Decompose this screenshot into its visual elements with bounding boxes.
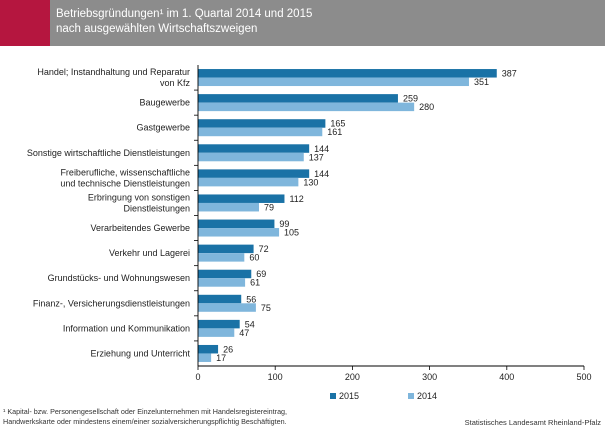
- value-label: 26: [223, 344, 233, 354]
- bar-2014: [198, 303, 256, 312]
- footnote-line-2: Handwerkskarte oder mindestens einem/ein…: [3, 417, 287, 426]
- bar-2015: [198, 294, 242, 304]
- value-label: 105: [284, 228, 299, 238]
- footnote: ¹ Kapital- bzw. Personengesellschaft ode…: [3, 407, 403, 427]
- bar-2015: [198, 69, 497, 78]
- bar-2015: [198, 344, 219, 354]
- category-label: Verkehr und Lagerei: [109, 248, 190, 258]
- chart-title: Betriebsgründungen¹ im 1. Quartal 2014 u…: [56, 7, 312, 37]
- footnote-line-1: ¹ Kapital- bzw. Personengesellschaft ode…: [3, 407, 288, 416]
- accent-block: [0, 0, 50, 46]
- bar-2014: [198, 127, 323, 137]
- value-label: 75: [261, 303, 271, 313]
- bar-2015: [198, 269, 252, 279]
- category-label: Baugewerbe: [139, 98, 190, 108]
- bar-2015: [198, 244, 254, 254]
- x-tick-label: 200: [345, 372, 360, 382]
- title-line-2: nach ausgewählten Wirtschaftszweigen: [56, 23, 258, 35]
- bar-2014: [198, 253, 245, 262]
- legend-label: 2014: [417, 391, 437, 401]
- bar-2014: [198, 152, 304, 162]
- value-label: 61: [250, 278, 260, 288]
- category-label: Erbringung von sonstigen: [88, 192, 190, 202]
- value-label: 60: [249, 253, 259, 263]
- value-label: 112: [289, 194, 303, 204]
- value-label: 79: [264, 202, 274, 212]
- bar-2015: [198, 319, 240, 329]
- x-tick-label: 400: [499, 372, 514, 382]
- category-label: und technische Dienstleistungen: [60, 178, 190, 188]
- category-label: Erziehung und Unterricht: [90, 348, 190, 358]
- legend-label: 2015: [339, 391, 359, 401]
- bar-2014: [198, 278, 246, 287]
- value-label: 165: [330, 119, 345, 129]
- category-label: Dienstleistungen: [123, 203, 190, 213]
- x-tick-label: 100: [268, 372, 283, 382]
- bar-2015: [198, 144, 310, 153]
- bar-2014: [198, 102, 415, 112]
- bar-2015: [198, 219, 275, 229]
- value-label: 161: [327, 127, 342, 137]
- value-label: 351: [474, 77, 489, 87]
- category-label: Sonstige wirtschaftliche Dienstleistunge…: [27, 148, 190, 158]
- bar-2015: [198, 194, 285, 203]
- value-label: 56: [246, 294, 256, 304]
- value-label: 69: [256, 269, 266, 279]
- source-note: Statistisches Landesamt Rheinland-Pfalz: [464, 418, 601, 427]
- value-label: 47: [239, 328, 249, 338]
- value-label: 54: [245, 319, 255, 329]
- x-tick-label: 500: [576, 372, 591, 382]
- legend-swatch-2015: [330, 393, 336, 399]
- category-label: Verarbeitendes Gewerbe: [90, 223, 190, 233]
- x-tick-label: 0: [195, 372, 200, 382]
- value-label: 144: [314, 144, 329, 154]
- value-label: 137: [309, 152, 324, 162]
- title-line-1: Betriebsgründungen¹ im 1. Quartal 2014 u…: [56, 8, 313, 20]
- category-label: Gastgewerbe: [136, 123, 190, 133]
- x-tick-label: 300: [422, 372, 437, 382]
- bar-2015: [198, 119, 326, 128]
- value-label: 259: [403, 94, 418, 104]
- bar-2014: [198, 353, 212, 362]
- category-label: Finanz-, Versicherungsdienstleistungen: [33, 298, 190, 308]
- category-label: Grundstücks- und Wohnungswesen: [48, 273, 190, 283]
- value-label: 280: [419, 102, 434, 112]
- value-label: 99: [279, 219, 289, 229]
- bar-2015: [198, 169, 310, 178]
- category-label: Handel; Instandhaltung und Reparatur: [37, 67, 190, 77]
- category-label: von Kfz: [160, 78, 191, 88]
- value-label: 144: [314, 169, 329, 179]
- title-banner: Betriebsgründungen¹ im 1. Quartal 2014 u…: [0, 0, 605, 46]
- value-label: 387: [502, 69, 517, 79]
- category-label: Information und Kommunikation: [63, 323, 190, 333]
- bar-2014: [198, 177, 299, 187]
- category-label: Freiberufliche, wissenschaftliche: [60, 167, 190, 177]
- bar-2015: [198, 94, 398, 103]
- bar-2014: [198, 328, 235, 337]
- bar-2014: [198, 202, 259, 212]
- legend-swatch-2014: [408, 393, 414, 399]
- bar-2014: [198, 77, 469, 87]
- value-label: 17: [216, 353, 226, 363]
- value-label: 130: [303, 177, 318, 187]
- bar-2014: [198, 228, 280, 237]
- value-label: 72: [259, 244, 269, 254]
